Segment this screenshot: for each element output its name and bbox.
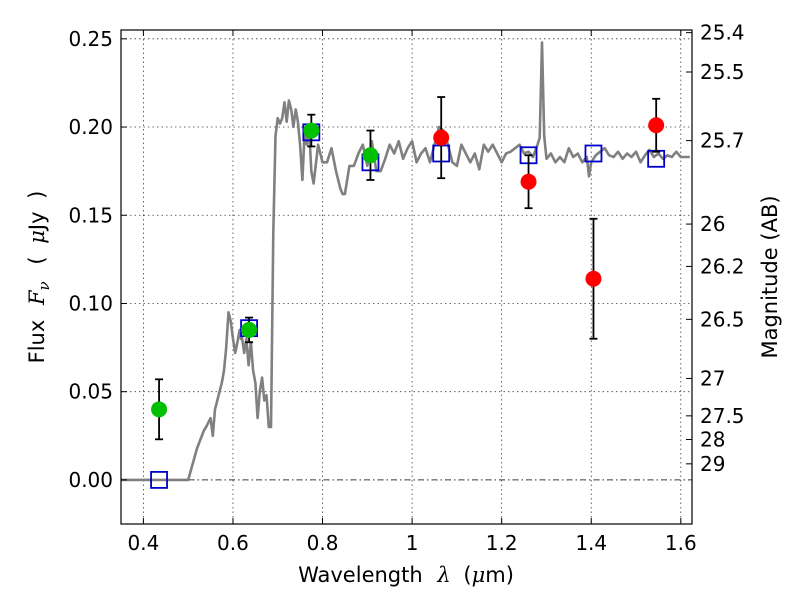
model-photometry-square [584,144,603,163]
magnitude-axis-title: Magnitude (AB) [758,195,782,358]
x-tick-label: 1.2 [486,531,518,555]
x-axis-close-paren: ) [506,563,514,587]
y-tick-label: 0.25 [68,27,113,51]
y-axis-symbol: F [25,289,49,306]
y-tick-label: 0.10 [68,291,113,315]
x-tick-label: 0.4 [127,531,159,555]
y-tick-label: 0.15 [68,203,113,227]
plot-area [121,41,690,489]
magnitude-tick-label: 25.5 [700,60,745,84]
y-axis-subscript: ν [35,281,53,290]
observed-flux-point [520,173,537,190]
model-photometry-square [150,470,168,489]
magnitude-tick-label: 26.2 [700,254,745,278]
observed-flux-point [648,117,665,134]
magnitude-tick-label: 29 [700,452,725,476]
x-axis-title: Wavelength λ (μm) [298,563,514,587]
y-axis-unit-symbol: μ [25,230,49,244]
observed-flux-point [151,401,168,418]
x-tick-labels: 0.4 0.6 0.8 1 1.2 1.4 1.6 [127,531,696,555]
plot-frame [120,29,693,525]
x-axis-symbol: λ [436,563,450,587]
magnitude-tick-label: 25.4 [700,21,745,45]
x-axis-unit: m [485,563,505,587]
x-tick-label: 0.8 [307,531,339,555]
y-tick-labels: 0.00 0.05 0.10 0.15 0.20 0.25 [68,27,113,492]
y-tick-label: 0.00 [68,468,113,492]
model-spectrum-line [121,41,690,482]
magnitude-tick-label: 28 [700,427,725,451]
y-axis-open-paren: ( [25,256,49,264]
x-tick-label: 1.6 [665,531,697,555]
x-axis-title-text: Wavelength [298,563,423,587]
observed-flux-point [585,270,602,287]
observed-flux-point [241,321,258,338]
axis-ticks [121,30,692,524]
x-axis-open-paren: ( [463,563,471,587]
magnitude-tick-label: 27 [700,366,725,390]
y-axis-close-paren: ) [25,191,49,199]
observed-flux-point [303,122,320,139]
observed-flux-point [433,129,450,146]
x-tick-label: 1 [406,531,419,555]
y-axis-unit: Jy [25,211,49,232]
y-tick-label: 0.20 [68,115,113,139]
magnitude-tick-label: 27.5 [700,404,745,428]
x-axis-unit-symbol: μ [472,563,486,587]
observed-flux-point [362,147,379,164]
magnitude-tick-label: 26.5 [700,307,745,331]
magnitude-tick-label: 25.7 [700,129,745,153]
x-tick-label: 0.6 [217,531,249,555]
x-tick-label: 1.4 [575,531,607,555]
y-axis-title-text: Flux [25,320,49,364]
magnitude-tick-label: 26 [700,212,725,236]
y-tick-label: 0.05 [68,380,113,404]
y-axis-title: Flux Fν ( μJy ) [25,191,54,364]
